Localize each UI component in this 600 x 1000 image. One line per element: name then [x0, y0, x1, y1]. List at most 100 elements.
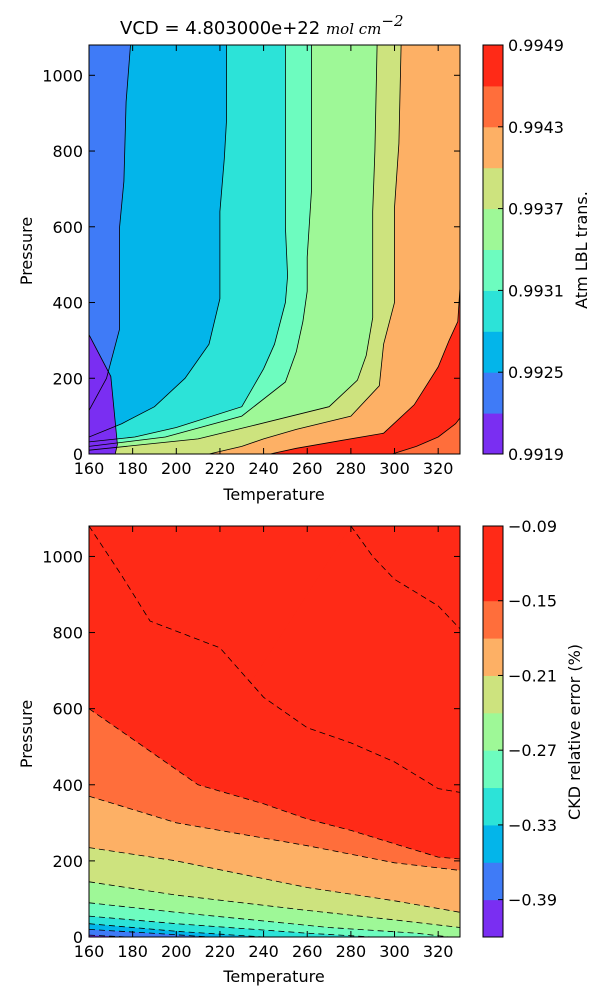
colorbar-tick-label: −0.33 [508, 816, 557, 835]
colorbar-swatch [483, 862, 503, 901]
x-tick-label: 200 [161, 459, 192, 478]
colorbar-swatch [483, 45, 503, 87]
contour-isoline [89, 929, 210, 937]
y-tick-label: 0 [73, 928, 83, 947]
x-ticks: 160 180 200 220 240 260 280 300 320 [74, 526, 454, 961]
title-units: mol cm [326, 20, 381, 38]
colorbar-label: Atm LBL trans. [572, 191, 591, 309]
x-ticks: 160 180 200 220 240 260 280 300 320 [74, 45, 454, 478]
colorbar-swatch [483, 331, 503, 373]
plot-frame [88, 44, 461, 455]
x-tick-label: 320 [423, 459, 454, 478]
colorbar-tick-label: −0.27 [508, 741, 557, 760]
colorbar-swatch [483, 899, 503, 938]
contour-isoline [89, 847, 460, 913]
chart-title: VCD = 4.803000e+22 mol cm−2 [120, 12, 404, 39]
y-tick-label: 200 [52, 369, 83, 388]
colorbar-tick-label: −0.39 [508, 891, 557, 910]
x-tick-label: 220 [205, 942, 236, 961]
colorbar-swatch [483, 787, 503, 826]
title-units-exponent: −2 [381, 12, 403, 30]
x-axis-label: Temperature [222, 485, 324, 504]
contour-isoline [270, 131, 460, 454]
contour-isoline [89, 881, 460, 928]
colorbar-swatch [483, 372, 503, 414]
contour-isoline [89, 45, 313, 447]
colorbar-tick-label: 0.9937 [508, 200, 564, 219]
colorbar-swatch [483, 600, 503, 639]
colorbar-frame [482, 44, 504, 455]
contour-isoline [89, 795, 460, 871]
x-tick-label: 300 [379, 459, 410, 478]
colorbar-swatch [483, 413, 503, 455]
colorbar-tick-label: 0.9925 [508, 363, 564, 382]
contour-isoline [89, 45, 227, 438]
contour-band [89, 45, 131, 411]
contour-isoline [89, 334, 118, 454]
colorbar-swatch [483, 526, 503, 564]
contour-fills [89, 526, 460, 937]
colorbar-swatch [483, 167, 503, 210]
y-tick-label: 1000 [42, 547, 83, 566]
y-tick-label: 400 [52, 776, 83, 795]
colorbar-label: CKD relative error (%) [565, 644, 584, 820]
colorbar-frame [482, 525, 504, 938]
contour-isoline [392, 417, 460, 454]
x-tick-label: 200 [161, 942, 192, 961]
colorbar-swatch [483, 712, 503, 751]
x-tick-label: 320 [423, 942, 454, 961]
y-tick-label: 600 [52, 700, 83, 719]
y-ticks: 0 200 400 600 800 1000 [42, 547, 460, 947]
x-tick-label: 160 [74, 459, 105, 478]
x-tick-label: 260 [292, 459, 323, 478]
colorbar-tick-label: −0.09 [508, 517, 557, 536]
contour-isoline [208, 45, 402, 454]
x-axis-label: Temperature [222, 967, 324, 986]
x-tick-label: 260 [292, 942, 323, 961]
contour-fills [89, 45, 460, 454]
colorbar-tick-label: −0.21 [508, 666, 557, 685]
colorbar-swatch [483, 126, 503, 169]
x-tick-label: 160 [74, 942, 105, 961]
colorbar-swatch [483, 208, 503, 250]
colorbar-tick-label: −0.15 [508, 592, 557, 611]
y-ticks: 0 200 400 600 800 1000 [42, 66, 460, 464]
contour-isoline [89, 45, 131, 411]
y-tick-label: 200 [52, 852, 83, 871]
colorbar-swatch [483, 563, 503, 602]
x-tick-label: 180 [117, 942, 148, 961]
y-axis-label: Pressure [17, 217, 36, 285]
contour-isoline [89, 526, 460, 793]
contour-isoline [89, 45, 378, 451]
contour-lines [89, 45, 460, 454]
colorbar: −0.09 −0.15 −0.21 −0.27 −0.33 −0.39 [482, 517, 557, 938]
bottom-contour-panel: 160 180 200 220 240 260 280 300 320 0 200 400 600 80… [17, 517, 584, 986]
contour-isoline [350, 526, 460, 630]
x-tick-label: 300 [379, 942, 410, 961]
x-tick-label: 220 [205, 459, 236, 478]
contour-isoline [89, 923, 264, 937]
contour-band [89, 334, 118, 454]
colorbar-swatch [483, 675, 503, 714]
colorbar-tick-label: 0.9949 [508, 36, 564, 55]
y-axis-label: Pressure [17, 700, 36, 768]
y-tick-label: 800 [52, 142, 83, 161]
x-tick-label: 240 [248, 942, 279, 961]
colorbar-swatch [483, 85, 503, 128]
contour-isoline [89, 915, 373, 937]
contour-band [392, 418, 460, 454]
colorbar-swatch [483, 824, 503, 863]
colorbar-swatch [483, 638, 503, 676]
x-tick-label: 280 [336, 459, 367, 478]
contour-isoline [89, 902, 450, 937]
colorbar: 0.9919 0.9925 0.9931 0.9937 0.9943 0.9949 [482, 36, 564, 464]
plot-frame [88, 525, 461, 938]
y-tick-label: 0 [73, 445, 83, 464]
colorbar-tick-label: 0.9931 [508, 281, 564, 300]
contour-isoline [89, 45, 289, 443]
y-tick-label: 800 [52, 624, 83, 643]
y-tick-label: 400 [52, 294, 83, 313]
y-tick-label: 600 [52, 218, 83, 237]
colorbar-swatch [483, 249, 503, 291]
